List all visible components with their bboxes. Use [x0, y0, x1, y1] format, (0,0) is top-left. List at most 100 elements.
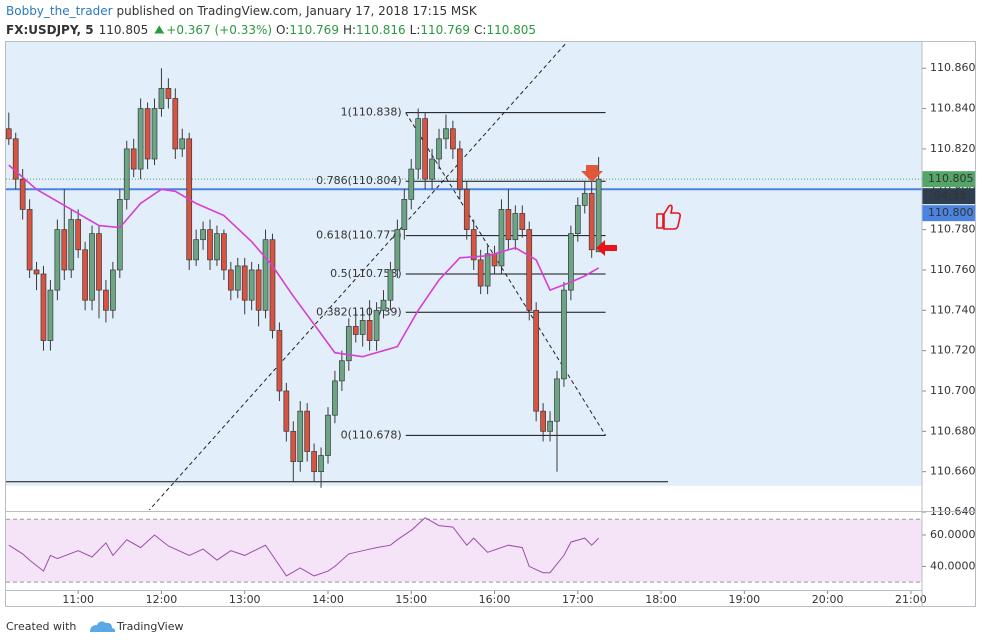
candle-body [533, 309, 540, 412]
candle-body [526, 229, 533, 311]
candle-body [200, 229, 206, 241]
high-label: H: [343, 23, 356, 37]
candle-body [12, 138, 19, 180]
candle-body [248, 269, 255, 301]
candle-body [283, 390, 290, 432]
candle-body [581, 192, 588, 206]
candle-body [26, 209, 33, 271]
footer-brand[interactable]: TradingView [116, 620, 183, 633]
open-label: O: [276, 23, 289, 37]
candle-body [318, 455, 324, 473]
main-pane: 1(110.838) 0.786(110.804) 0.618(110.777) 0.… [6, 42, 922, 510]
header-line2: FX:USDJPY, 5 110.805 +0.367 (+0.33%) O:110.… [6, 23, 536, 37]
candle-body [6, 128, 12, 140]
x-tick-label: 15:00 [395, 593, 427, 606]
countdown-tag [922, 188, 975, 205]
price: 110.805 [99, 23, 149, 37]
close: 110.805 [486, 23, 536, 37]
last-price-tag [922, 171, 975, 188]
y-tick-label: 110.660 [930, 465, 976, 478]
candle-body [304, 410, 311, 452]
candle-body [554, 378, 560, 422]
rsi-tick-label: 60.0000 [930, 528, 976, 541]
logo[interactable] [90, 621, 116, 632]
candle-body [568, 233, 574, 291]
candle-body [387, 269, 394, 301]
candle-body [359, 320, 366, 335]
last-price-label: 110.805 [928, 172, 974, 185]
y-tick-label: 110.700 [930, 384, 976, 397]
candle-body [373, 309, 380, 341]
candle-body [561, 289, 567, 380]
rsi-band [6, 519, 922, 583]
candle-body [116, 198, 123, 271]
candle-body [325, 414, 331, 456]
candle-body [429, 158, 435, 180]
candle-body [276, 330, 283, 392]
y-tick-label: 110.760 [930, 263, 976, 276]
x-tick-label: 13:00 [229, 593, 261, 606]
candle-body [477, 259, 484, 287]
hline-tag [922, 205, 975, 222]
candle-body [137, 108, 144, 170]
candle-body [241, 265, 248, 301]
up-triangle [154, 25, 165, 34]
low: 110.769 [420, 23, 470, 37]
candle-body [221, 233, 227, 271]
fib-label: 0.5(110.758) [330, 267, 402, 280]
candle-body [158, 88, 165, 109]
candle-body [450, 128, 456, 150]
candle-body [193, 239, 199, 261]
y-tick-label: 110.680 [930, 424, 976, 437]
candle-body [394, 229, 401, 271]
rsi-pane [6, 517, 922, 583]
x-tick-label: 20:00 [812, 593, 844, 606]
candle-body [255, 269, 262, 311]
fib-label: 1(110.838) [341, 106, 402, 119]
candle-body [234, 265, 241, 291]
x-tick-label: 14:00 [312, 593, 344, 606]
candle-body [89, 233, 95, 301]
x-tick-label: 17:00 [562, 593, 594, 606]
y-tick-label: 110.720 [930, 344, 976, 357]
candle-body [574, 205, 581, 234]
shaded-zone [6, 42, 922, 486]
candle-body [519, 213, 526, 230]
candle-body [123, 148, 130, 200]
candle-body [19, 178, 26, 210]
close-label: C: [474, 23, 486, 37]
y-tick-label: 110.780 [930, 223, 976, 236]
symbol: FX:USDJPY, 5 [6, 23, 94, 37]
published: published on TradingView.com, January 17… [117, 4, 478, 18]
candle-body [227, 269, 234, 291]
candle-body [463, 188, 470, 230]
header-line1: Bobby_the_trader published on TradingView… [6, 4, 478, 18]
candle-body [82, 249, 88, 301]
candle-body [207, 229, 213, 261]
candle-body [339, 360, 345, 382]
candle-body [144, 108, 151, 160]
candle-body [61, 229, 68, 271]
candle-body [366, 320, 373, 341]
annotations [581, 165, 682, 256]
rsi-line [8, 517, 599, 577]
candle-body [54, 229, 61, 291]
candle-body [110, 269, 116, 311]
candle-body [436, 138, 442, 160]
candle-body [540, 410, 546, 432]
candle-body [68, 219, 75, 271]
countdown-label: 04:33 [934, 189, 966, 202]
candle-body [172, 98, 179, 150]
candle-body [498, 209, 505, 267]
candle-body [415, 118, 422, 170]
x-tick-label: 19:00 [728, 593, 760, 606]
y-tick-label: 110.860 [930, 61, 976, 74]
footer-created: Created with [6, 620, 76, 633]
author[interactable]: Bobby_the_trader [6, 4, 113, 18]
candle-body [103, 289, 109, 311]
low-label: L: [410, 23, 421, 37]
candle-body [345, 326, 352, 362]
left-arrow-icon [596, 240, 617, 256]
